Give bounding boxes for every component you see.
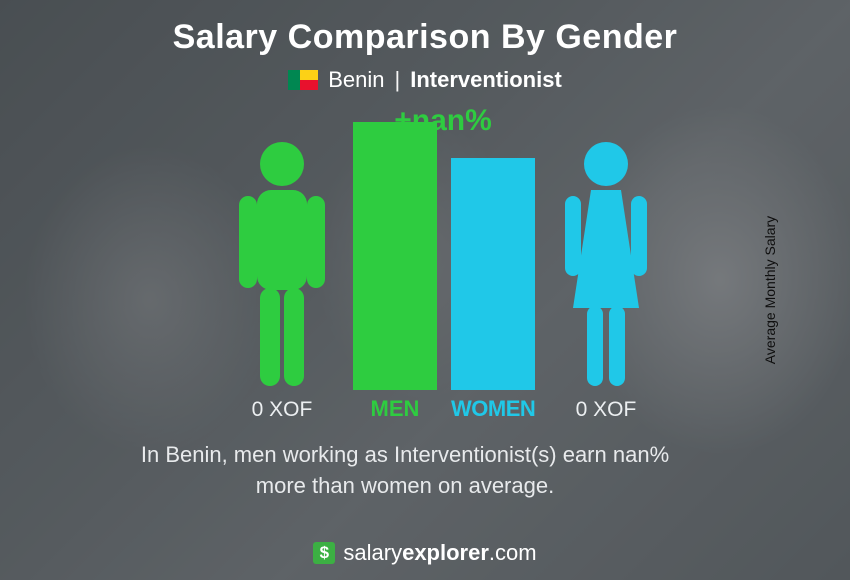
subtitle-country: Benin — [328, 67, 384, 93]
gender-salary-chart: +nan% 0 XOF MEN W — [115, 108, 735, 428]
male-figure-icon — [227, 138, 337, 390]
dollar-icon: $ — [313, 542, 335, 564]
footer-brand: $ salaryexplorer.com — [0, 540, 850, 566]
subtitle-job: Interventionist — [410, 67, 562, 93]
subtitle-row: Benin | Interventionist — [0, 67, 850, 93]
men-salary-value: 0 XOF — [215, 398, 349, 422]
female-figure-icon — [551, 138, 661, 390]
summary-text: In Benin, men working as Interventionist… — [0, 440, 810, 502]
men-bar-label: MEN — [353, 396, 437, 422]
women-salary-value: 0 XOF — [539, 398, 673, 422]
women-bar-label: WOMEN — [451, 396, 535, 422]
brand-text: salaryexplorer.com — [343, 540, 536, 566]
content-layer: Salary Comparison By Gender Benin | Inte… — [0, 0, 850, 580]
page-title: Salary Comparison By Gender — [0, 18, 850, 57]
brand-part-a: salary — [343, 540, 402, 565]
brand-part-b: explorer — [402, 540, 489, 565]
benin-flag-icon — [288, 70, 318, 90]
women-salary-bar — [451, 158, 535, 390]
subtitle-separator: | — [394, 67, 400, 93]
brand-part-c: .com — [489, 540, 537, 565]
y-axis-label: Average Monthly Salary — [762, 216, 778, 364]
men-salary-bar — [353, 122, 437, 390]
